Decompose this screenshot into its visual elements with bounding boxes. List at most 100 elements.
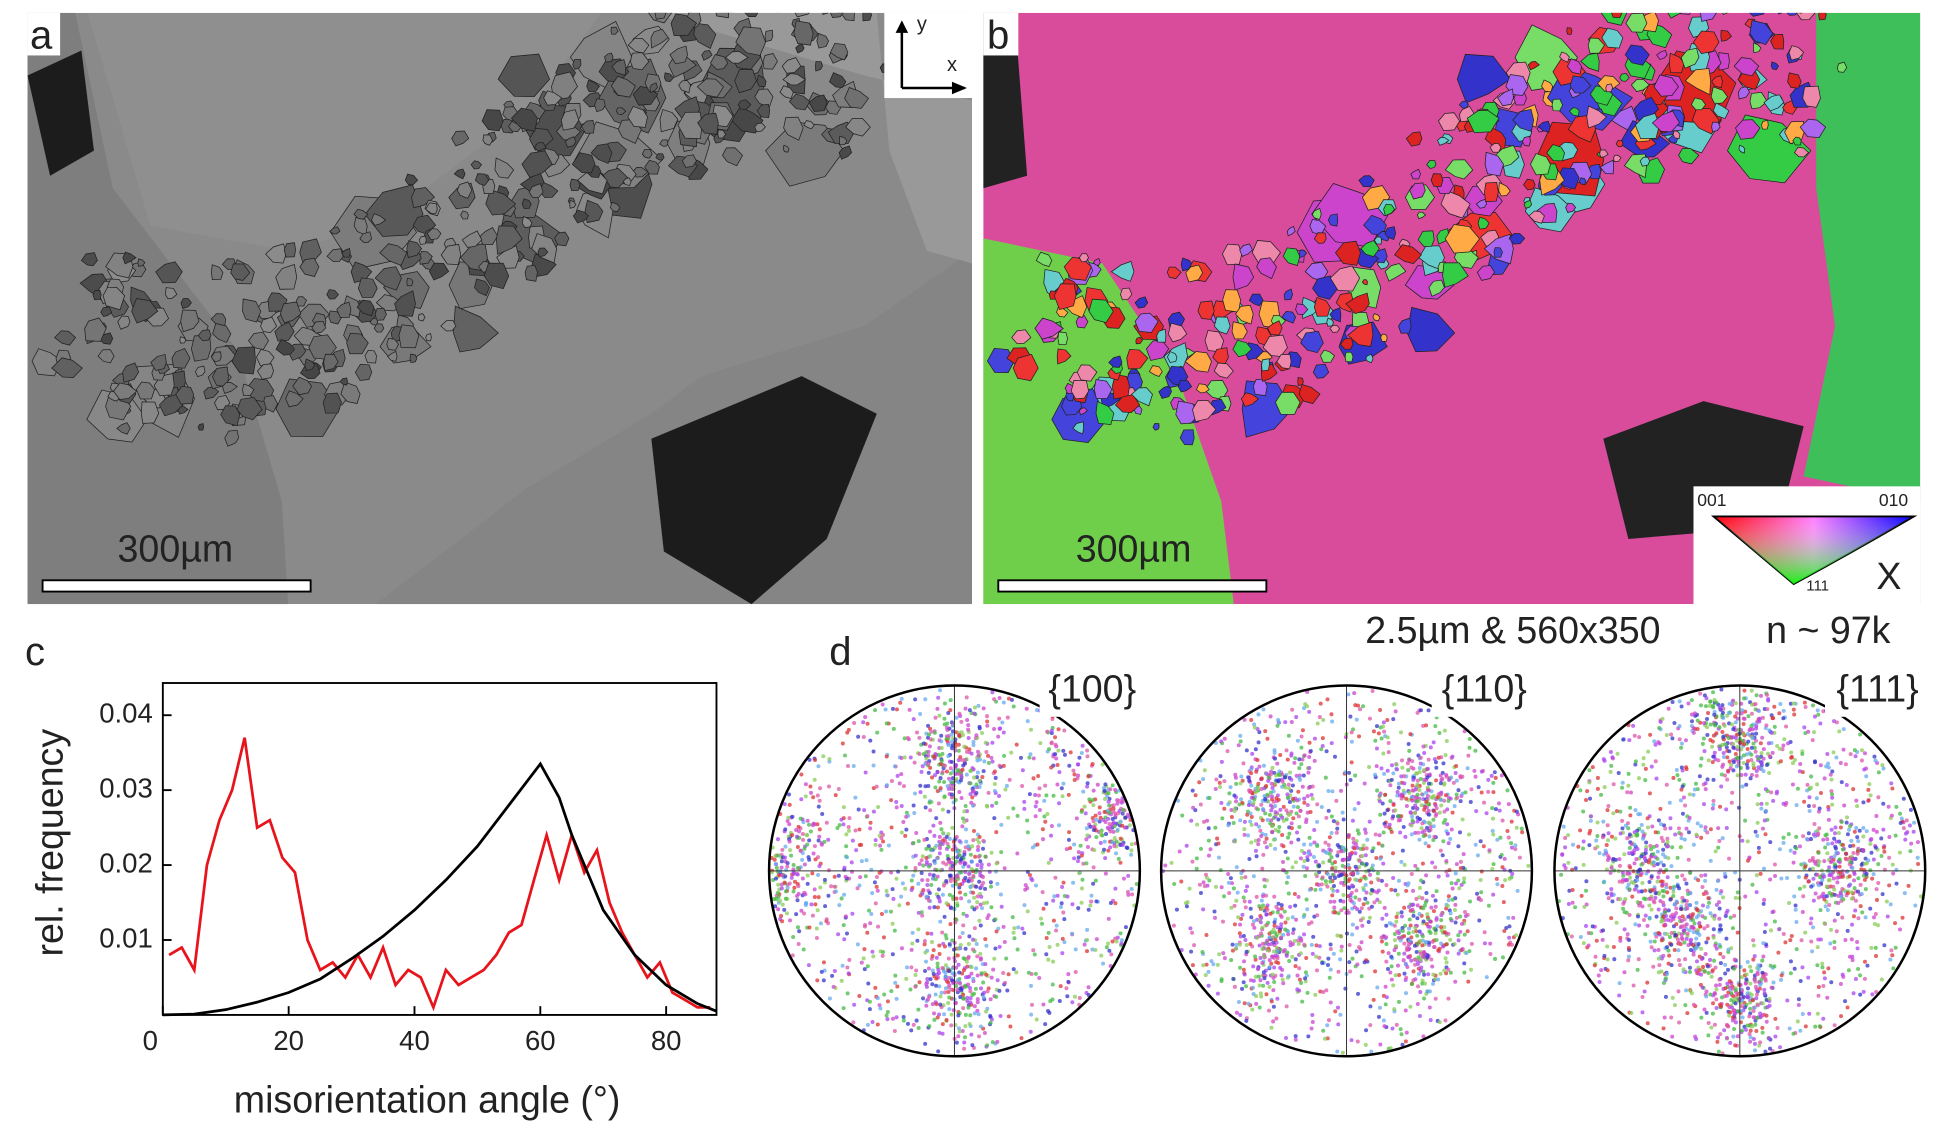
pole-point — [1861, 800, 1866, 805]
fragment — [279, 301, 302, 324]
pole-point — [1190, 788, 1195, 793]
pole-point — [1329, 855, 1334, 860]
fragment — [1763, 94, 1785, 112]
pole-point — [1355, 907, 1360, 912]
pole-point — [1355, 828, 1360, 833]
pole-point — [869, 911, 874, 916]
pole-point — [1081, 861, 1086, 866]
pole-point — [1393, 973, 1398, 978]
pole-point — [975, 1000, 980, 1005]
pole-point — [943, 933, 948, 938]
bse-image — [27, 12, 972, 605]
pole-point — [1340, 810, 1345, 815]
fragment — [1276, 353, 1292, 370]
fragment — [580, 120, 595, 134]
pole-point — [1301, 773, 1306, 778]
chart: 0.010.020.030.040 20 40 60 80misorientation … — [29, 682, 718, 1121]
pole-point — [1395, 892, 1400, 897]
pole-point — [1371, 729, 1376, 734]
pole-point — [816, 804, 821, 809]
fragment — [1456, 53, 1512, 104]
pole-point — [1044, 936, 1049, 941]
pole-point — [885, 893, 890, 898]
pole-point — [1476, 895, 1481, 900]
pole-point — [934, 1002, 939, 1007]
pole-point — [1407, 758, 1412, 763]
pole-point — [1259, 802, 1264, 807]
pole-point — [1085, 938, 1090, 943]
pole-point — [965, 717, 970, 722]
pole-point — [1445, 822, 1450, 827]
pole-point — [1418, 755, 1423, 760]
pole-point — [978, 902, 983, 907]
pole-point — [1643, 932, 1648, 937]
pole-point — [1451, 780, 1456, 785]
pole-point — [1046, 957, 1051, 962]
pole-point — [1002, 866, 1007, 871]
pole-point — [1286, 733, 1291, 738]
pole-point — [1027, 873, 1032, 878]
pole-point — [1460, 921, 1465, 926]
pole-point — [1265, 817, 1270, 822]
pole-point — [903, 886, 908, 891]
pole-point — [1659, 969, 1664, 974]
pole-point — [1250, 985, 1255, 990]
fragment — [1248, 293, 1264, 307]
pole-point — [1456, 938, 1461, 943]
pole-point — [949, 1023, 954, 1028]
fragment — [418, 235, 427, 245]
pole-point — [959, 758, 964, 763]
pole-point — [832, 874, 837, 879]
pole-point — [1084, 861, 1089, 866]
pole-point — [923, 805, 928, 810]
pole-point — [1339, 880, 1344, 885]
pole-point — [1453, 920, 1458, 925]
pole-point — [1479, 890, 1484, 895]
pole-point — [1435, 795, 1440, 800]
pole-point — [856, 807, 861, 812]
pole-point — [984, 972, 989, 977]
pole-point — [861, 956, 866, 961]
pole-point — [978, 923, 983, 928]
pole-point — [836, 786, 841, 791]
pole-point — [991, 967, 996, 972]
pole-point — [771, 897, 776, 902]
pole-point — [1339, 872, 1344, 877]
pole-point — [969, 859, 974, 864]
pole-point — [1095, 782, 1100, 787]
pole-point — [1286, 782, 1291, 787]
pole-point — [842, 865, 847, 870]
pole-point — [1396, 785, 1401, 790]
pole-point — [1284, 953, 1289, 958]
pole-point — [1180, 813, 1185, 818]
pole-point — [1003, 980, 1008, 985]
pole-point — [953, 763, 958, 768]
fragment — [764, 29, 774, 43]
pole-point — [1290, 707, 1295, 712]
pole-point — [852, 1002, 857, 1007]
pole-point — [1251, 801, 1256, 806]
pole-point — [932, 1017, 937, 1022]
pole-point — [780, 873, 785, 878]
pole-point — [1648, 843, 1653, 848]
pole-point — [1838, 761, 1843, 766]
pole-point — [985, 723, 990, 728]
pole-point — [871, 809, 876, 814]
fragment — [102, 286, 126, 311]
pole-point — [1414, 799, 1419, 804]
pole-point — [1057, 823, 1062, 828]
pole-point — [1409, 935, 1414, 940]
fragment — [564, 136, 577, 148]
pole-point — [879, 911, 884, 916]
pole-point — [1666, 856, 1671, 861]
pole-point — [957, 711, 962, 716]
pole-point — [1090, 762, 1095, 767]
pole-point — [1033, 804, 1038, 809]
pole-point — [1315, 802, 1320, 807]
pole-point — [934, 816, 939, 821]
pole-point — [1411, 930, 1416, 935]
pole-point — [1302, 800, 1307, 805]
fragment — [285, 390, 304, 408]
pole-point — [1382, 811, 1387, 816]
pole-point — [940, 751, 945, 756]
